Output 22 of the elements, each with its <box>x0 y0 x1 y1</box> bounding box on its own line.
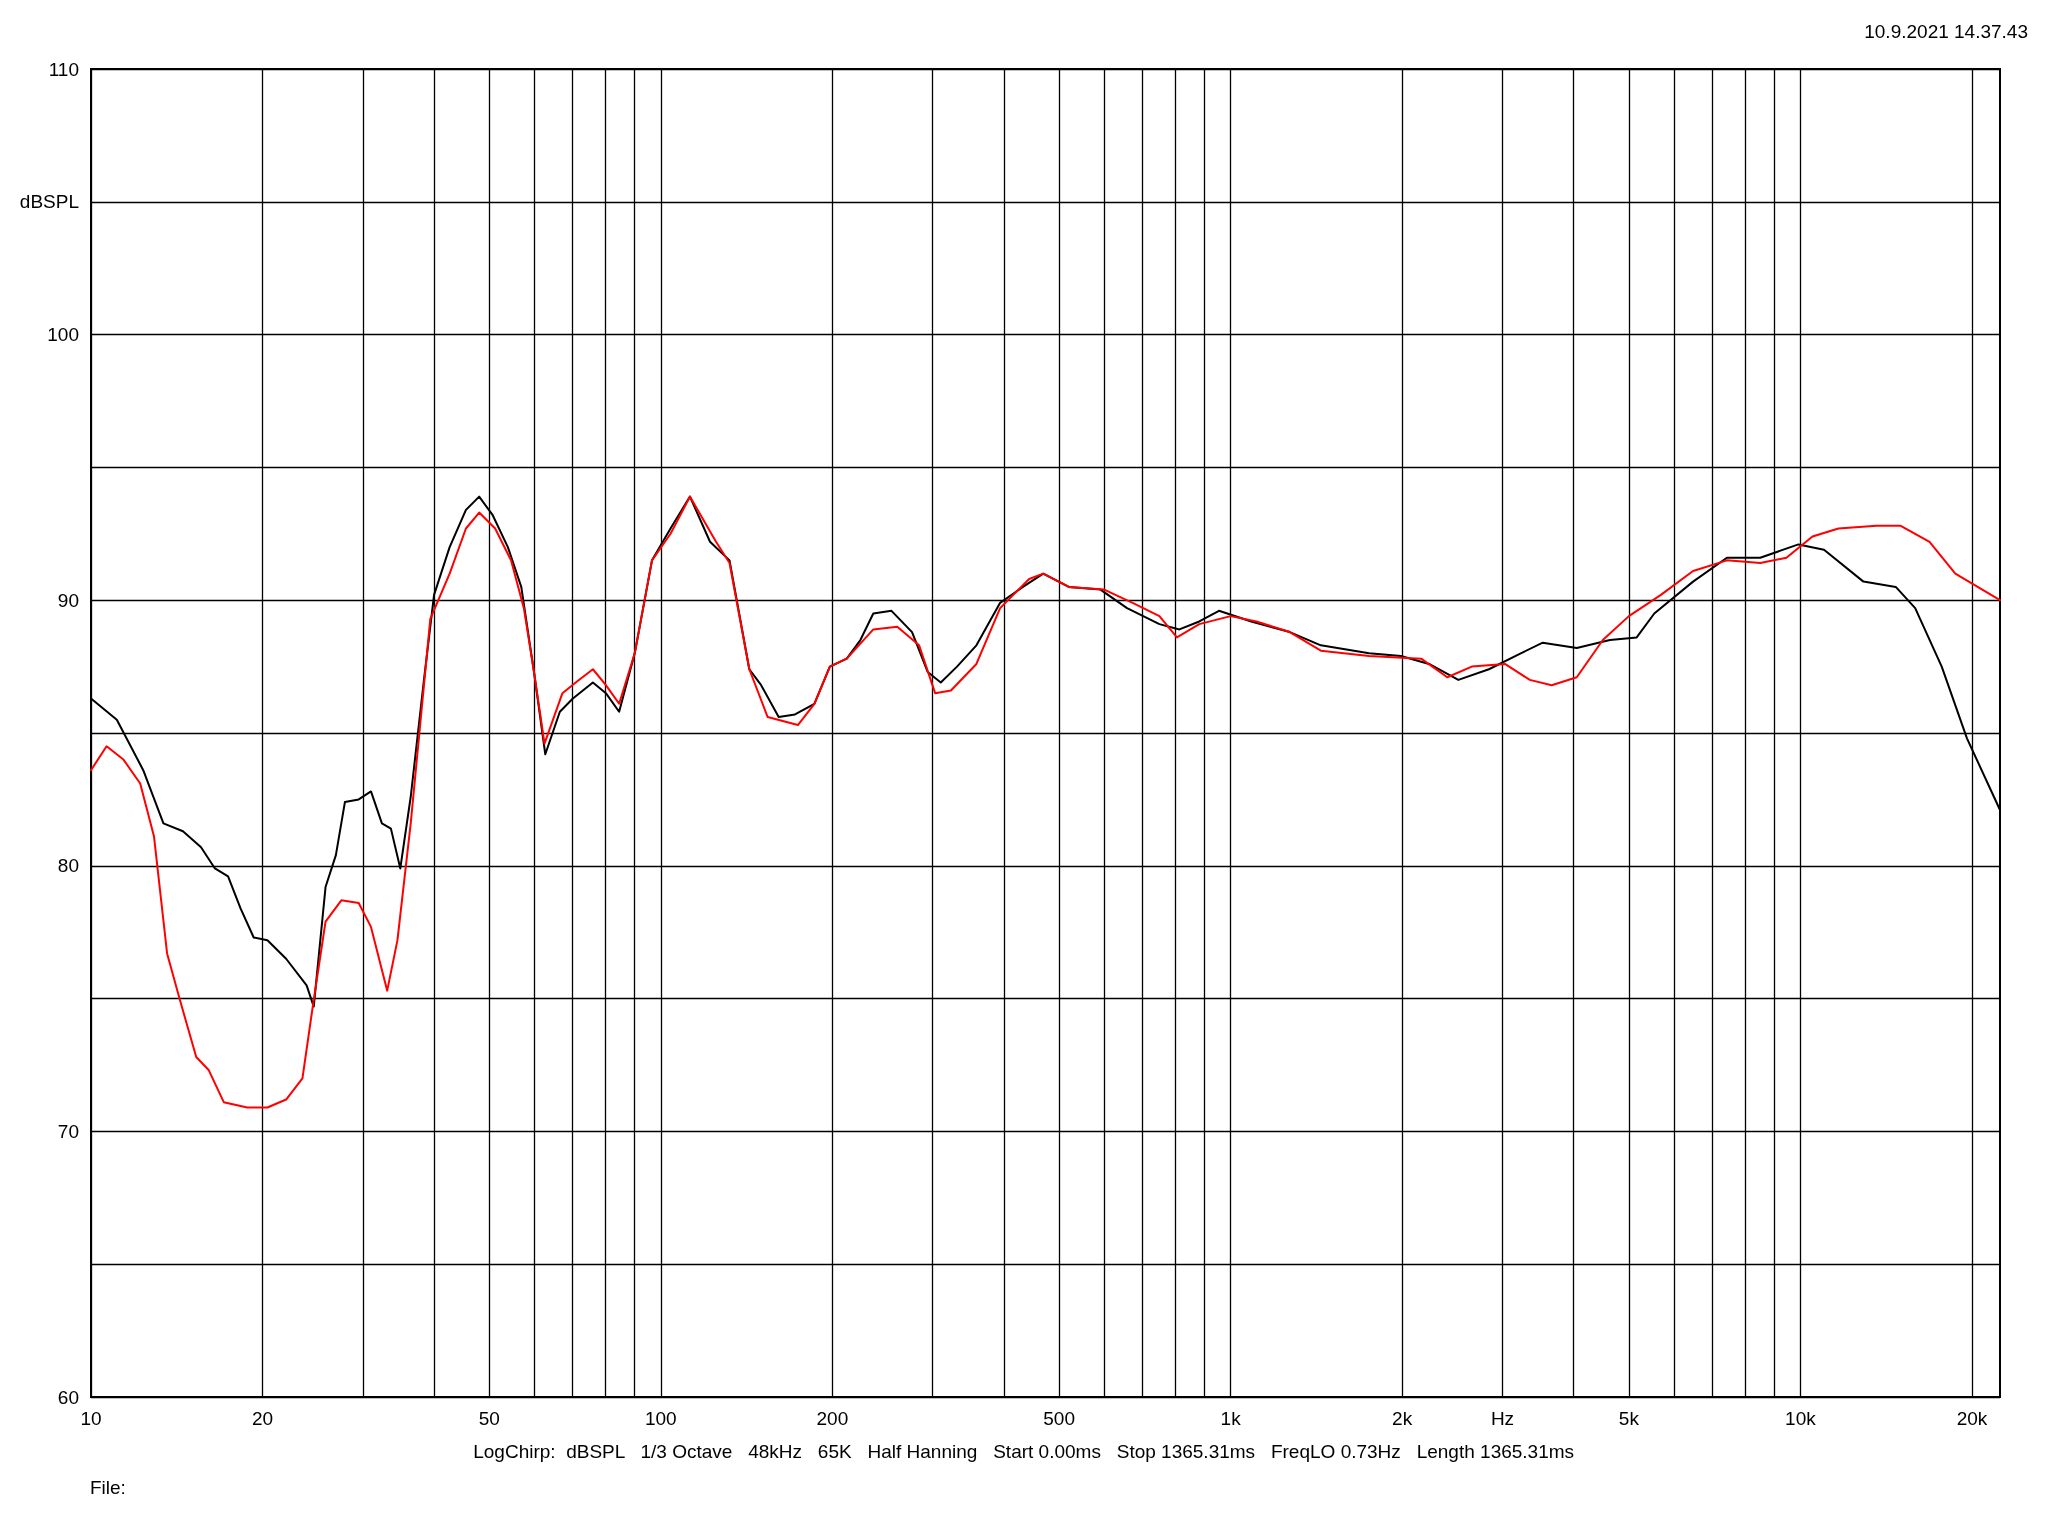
x-tick-label: 1k <box>1220 1408 1242 1429</box>
x-tick-label: Hz <box>1490 1408 1515 1429</box>
y-tick-label: 80 <box>57 855 79 877</box>
y-tick-label: dBSPL <box>19 191 79 213</box>
x-tick-label: 10 <box>80 1408 102 1429</box>
text: LogChirp: dBSPL 1/3 Octave 48kHz 65K Half Hanning Start 0.00ms Stop 1365.31ms FreqLO 0.73Hz Length 1365.31ms <box>473 1441 1575 1462</box>
text: File: <box>90 1477 126 1498</box>
x-tick-label: 10k <box>1785 1408 1817 1429</box>
text: 10.9.2021 14.37.43 <box>1864 21 2028 42</box>
x-tick-label: 500 <box>1043 1408 1075 1429</box>
x-tick-label: 100 <box>644 1408 677 1429</box>
x-tick-label: 20k <box>1956 1408 1988 1429</box>
x-tick-label: 20 <box>251 1408 274 1429</box>
y-tick-label: 60 <box>57 1386 79 1408</box>
y-tick-label: 110 <box>48 58 79 80</box>
y-tick-label: 70 <box>57 1120 79 1142</box>
y-tick-label: 90 <box>57 589 79 611</box>
x-tick-label: 200 <box>816 1408 849 1429</box>
y-tick-label: 100 <box>47 324 79 346</box>
x-tick-label: 5k <box>1618 1408 1640 1429</box>
x-tick-label: 2k <box>1392 1408 1413 1429</box>
x-tick-label: 50 <box>478 1408 500 1429</box>
